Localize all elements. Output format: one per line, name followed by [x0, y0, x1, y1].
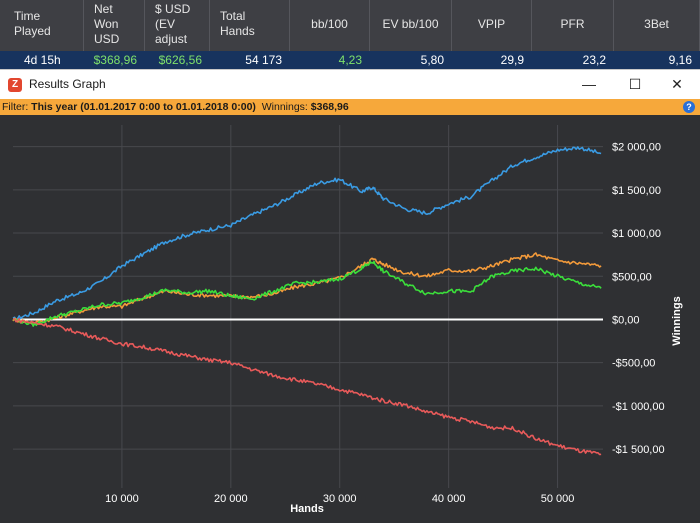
stats-header: Time Played Net Won USD $ USD (EV adjust Total Ha…: [0, 0, 700, 51]
x-axis-label: Hands: [290, 503, 324, 515]
y-tick-label: $1 000,00: [612, 228, 661, 240]
minimize-button[interactable]: —: [582, 76, 596, 92]
y-tick-label: -$1 000,00: [612, 401, 665, 413]
x-tick-label: 40 000: [432, 493, 466, 505]
y-tick-label: $1 500,00: [612, 185, 661, 197]
y-tick-label: -$1 500,00: [612, 444, 665, 456]
column-header[interactable]: $ USD (EV adjust: [145, 0, 210, 51]
column-header[interactable]: Time Played: [0, 0, 84, 51]
column-header[interactable]: Total Hands: [210, 0, 290, 51]
column-header-text: $ USD: [155, 2, 191, 16]
column-header-text: USD: [94, 32, 120, 46]
column-header-text: VPIP: [477, 17, 506, 31]
chart-series-group: [12, 146, 602, 456]
x-tick-label: 10 000: [105, 493, 139, 505]
column-header[interactable]: 3Bet: [614, 0, 700, 51]
column-header-text: EV bb/100: [382, 17, 439, 31]
column-header-text: Time: [14, 9, 41, 23]
stat-value: 4,23: [338, 53, 362, 67]
stat-value: $368,96: [93, 53, 137, 67]
stat-value: 23,2: [582, 53, 606, 67]
column-header-text: (EV: [155, 17, 176, 31]
column-header[interactable]: PFR: [532, 0, 614, 51]
stats-summary-row[interactable]: 4d 15h 44m $368,96 $626,56 54 173 4,23 5,80 29…: [0, 51, 700, 85]
series-line-green: [12, 260, 602, 327]
column-header[interactable]: bb/100: [290, 0, 370, 51]
stat-value: $626,56: [158, 53, 202, 67]
column-header[interactable]: VPIP: [452, 0, 532, 51]
x-axis-ticks: 10 000 20 000 30 000 40 000 50 000: [105, 493, 574, 505]
y-tick-label: -$500,00: [612, 358, 655, 370]
column-header-text: adjust: [155, 32, 188, 46]
stat-value: 54 173: [245, 53, 282, 67]
column-header-text: bb/100: [311, 17, 348, 31]
stat-value: 29,9: [500, 53, 524, 67]
y-tick-label: $500,00: [612, 271, 652, 283]
stat-value: 5,80: [420, 53, 444, 67]
column-header-text: Won: [94, 17, 119, 31]
column-header[interactable]: Net Won USD: [84, 0, 145, 51]
y-tick-label: $0,00: [612, 314, 640, 326]
filter-date-range[interactable]: This year (01.01.2017 0:00 to 01.01.2018…: [31, 101, 256, 113]
filter-bar: Filter: This year (01.01.2017 0:00 to 01…: [0, 99, 700, 115]
column-header-text: Net: [94, 2, 113, 16]
filter-prefix: Filter:: [2, 101, 32, 113]
column-header[interactable]: EV bb/100: [370, 0, 452, 51]
series-line-orange: [12, 252, 602, 325]
column-header-text: PFR: [560, 17, 585, 31]
column-header-text: Hands: [220, 24, 255, 38]
x-tick-label: 30 000: [323, 493, 357, 505]
series-line-red: [13, 318, 602, 456]
column-header-text: 3Bet: [644, 17, 669, 31]
help-icon[interactable]: ?: [683, 101, 695, 113]
close-button[interactable]: ✕: [671, 76, 683, 92]
chart-grid: [13, 125, 603, 488]
results-chart: $2 000,00 $1 500,00 $1 000,00 $500,00 $0,00 -…: [0, 115, 700, 523]
column-header-text: Total: [220, 9, 246, 23]
maximize-button[interactable]: ☐: [628, 76, 642, 92]
window-title: Results Graph: [29, 77, 106, 91]
y-axis-label: Winnings: [671, 296, 683, 345]
y-tick-label: $2 000,00: [612, 142, 661, 154]
x-tick-label: 20 000: [214, 493, 248, 505]
series-line-blue: [12, 146, 602, 321]
stat-value: 9,16: [668, 53, 692, 67]
window-titlebar[interactable]: Z Results Graph — ☐ ✕: [0, 69, 700, 99]
y-axis-ticks: $2 000,00 $1 500,00 $1 000,00 $500,00 $0,00 -…: [612, 142, 665, 457]
filter-winnings-value: $368,96: [310, 101, 349, 113]
stat-value: 4d 15h 44m: [24, 53, 61, 85]
filter-winnings-label: Winnings:: [255, 101, 311, 113]
results-graph-window: Z Results Graph — ☐ ✕ Filter: This year …: [0, 69, 700, 523]
app-logo-icon: Z: [8, 78, 22, 92]
x-tick-label: 50 000: [541, 493, 575, 505]
column-header-text: Played: [14, 24, 51, 38]
